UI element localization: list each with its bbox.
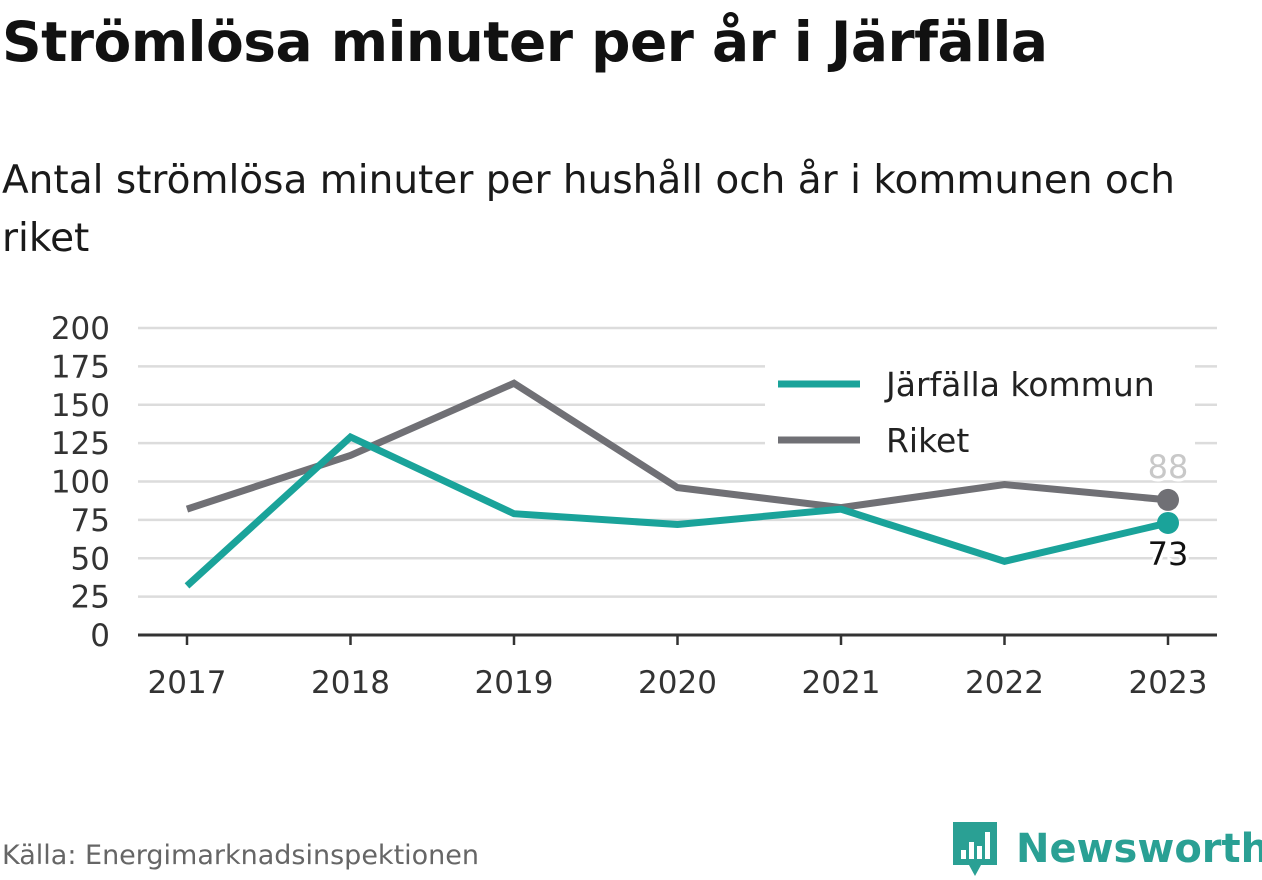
chart-title: Strömlösa minuter per år i Järfälla [2,10,1048,74]
y-tick-label: 0 [90,618,110,654]
y-tick-label: 175 [51,349,110,385]
chart-subtitle: Antal strömlösa minuter per hushåll och … [2,158,1175,261]
x-tick-label: 2017 [148,665,227,701]
y-tick-label: 75 [71,503,110,539]
source-note: Källa: Energimarknadsinspektionen [2,840,480,871]
y-tick-label: 150 [51,388,110,424]
x-tick-label: 2021 [802,665,881,701]
data-point [1157,511,1179,534]
x-tick-label: 2023 [1129,665,1208,701]
series-line [185,379,1169,513]
x-tick-label: 2022 [965,665,1044,701]
end-value-label: 88 [1148,448,1189,486]
x-tick-label: 2020 [638,665,717,701]
end-labels: 73 88 [1145,445,1192,576]
x-tick-label: 2019 [475,665,554,701]
y-tick-label: 100 [51,465,110,501]
legend-background [765,358,1195,478]
legend-label: Järfälla kommun [884,365,1155,404]
y-tick-label: 125 [51,426,110,462]
legend-label: Riket [886,421,969,460]
brand-name: Newsworthy [1016,826,1262,872]
bar-chart-badge-icon [953,822,997,876]
legend: Järfälla kommun Riket [765,358,1195,478]
brand-logo: Newsworthy [950,818,1262,880]
y-tick-label: 25 [71,580,110,616]
series-line [184,432,1169,589]
series [184,379,1179,589]
y-tick-label: 50 [71,541,110,577]
data-point [1157,488,1179,511]
end-value-label: 73 [1148,535,1189,573]
x-tick-label: 2018 [311,665,390,701]
y-tick-label: 200 [51,311,110,347]
gridlines [138,326,1217,598]
